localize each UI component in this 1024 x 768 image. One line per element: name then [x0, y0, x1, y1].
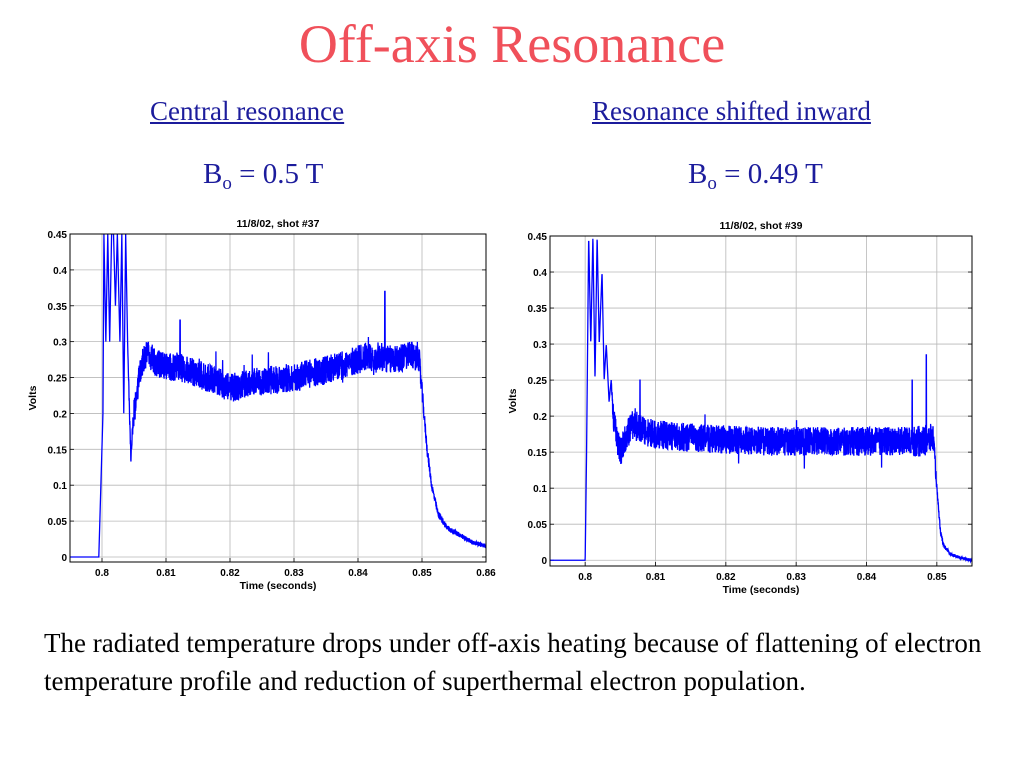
y-tick-label: 0.15: [528, 448, 548, 459]
y-tick-label: 0.45: [48, 230, 68, 241]
y-tick-label: 0.45: [528, 232, 548, 243]
x-tick-label: 0.86: [476, 568, 496, 579]
y-tick-label: 0.3: [53, 338, 67, 349]
y-tick-label: 0.1: [53, 481, 67, 492]
x-axis-label: Time (seconds): [723, 584, 800, 596]
y-tick-label: 0.4: [533, 268, 547, 279]
series-line: [70, 234, 486, 558]
y-tick-label: 0.3: [533, 340, 547, 351]
x-tick-label: 0.82: [716, 572, 736, 583]
x-tick-label: 0.85: [927, 572, 947, 583]
x-tick-label: 0.8: [578, 572, 592, 583]
y-tick-label: 0.35: [48, 302, 68, 313]
x-tick-label: 0.83: [786, 572, 806, 583]
y-tick-label: 0.35: [528, 304, 548, 315]
y-tick-label: 0.05: [528, 520, 548, 531]
x-tick-label: 0.85: [412, 568, 432, 579]
left-field-strength: Bo = 0.5 T: [203, 158, 323, 195]
y-tick-label: 0: [541, 556, 547, 567]
right-field-strength: Bo = 0.49 T: [688, 158, 823, 195]
x-tick-label: 0.83: [284, 568, 304, 579]
y-tick-label: 0.25: [48, 374, 68, 385]
right-field-subscript: o: [707, 173, 717, 194]
left-field-symbol: B: [203, 158, 223, 190]
plot-frame: [549, 235, 973, 567]
caption-text: The radiated temperature drops under off…: [44, 628, 982, 696]
chart-title: 11/8/02, shot #39: [720, 220, 803, 232]
x-tick-label: 0.84: [857, 572, 877, 583]
y-tick-label: 0.05: [48, 517, 68, 528]
x-tick-label: 0.81: [156, 568, 176, 579]
x-tick-label: 0.81: [646, 572, 666, 583]
plot-frame: [69, 233, 487, 563]
y-axis-label: Volts: [27, 385, 39, 410]
chart-shot-37: 0.8 0.81 0.82 0.83 0.84 0.85 0.86 0 0.05 0.1 0.15 0…: [27, 218, 496, 592]
y-tick-label: 0: [61, 553, 67, 564]
y-tick-label: 0.2: [533, 412, 547, 423]
x-axis-label: Time (seconds): [240, 580, 317, 592]
y-tick-label: 0.1: [533, 484, 547, 495]
right-field-value: = 0.49 T: [716, 158, 823, 190]
chart-title: 11/8/02, shot #37: [237, 218, 320, 230]
y-tick-label: 0.2: [53, 409, 67, 420]
x-tick-label: 0.82: [220, 568, 240, 579]
left-field-subscript: o: [222, 173, 232, 194]
y-tick-label: 0.25: [528, 376, 548, 387]
y-axis-label: Volts: [507, 388, 519, 413]
x-tick-label: 0.84: [348, 568, 368, 579]
x-tick-label: 0.8: [95, 568, 109, 579]
y-tick-label: 0.15: [48, 445, 68, 456]
y-tick-label: 0.4: [53, 266, 67, 277]
left-field-value: = 0.5 T: [231, 158, 324, 190]
series-line: [550, 238, 972, 564]
right-field-symbol: B: [688, 158, 708, 190]
right-column-heading: Resonance shifted inward: [592, 96, 871, 126]
left-column-heading: Central resonance: [150, 96, 345, 126]
slide-title: Off-axis Resonance: [298, 14, 726, 74]
chart-shot-39: 0.8 0.81 0.82 0.83 0.84 0.85 0 0.05 0.1 0.15 0.2 0.…: [507, 220, 973, 596]
